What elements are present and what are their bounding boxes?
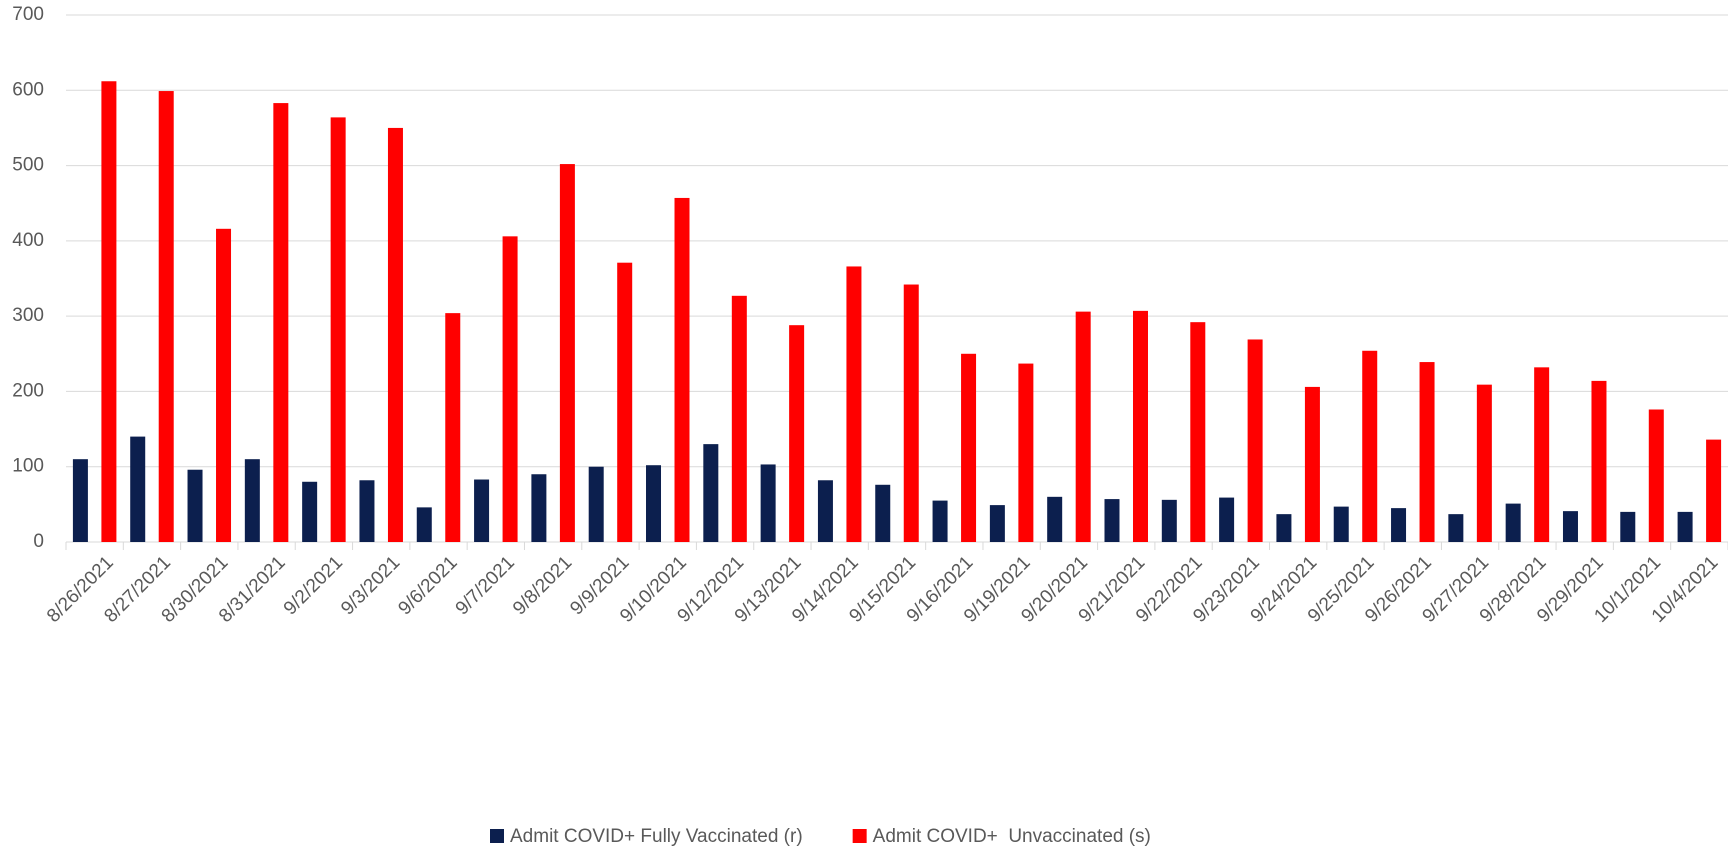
- bar: [1391, 508, 1407, 542]
- bar: [1534, 367, 1550, 542]
- bar: [130, 436, 146, 542]
- bar: [989, 505, 1005, 542]
- bar: [216, 228, 232, 542]
- bar: [416, 507, 432, 542]
- bar: [646, 465, 662, 542]
- y-tick-label: 0: [33, 531, 44, 552]
- bar: [1620, 511, 1636, 542]
- bar: [1476, 384, 1492, 542]
- bar: [187, 469, 203, 542]
- bar: [359, 480, 375, 542]
- y-tick-label: 400: [12, 230, 44, 251]
- bar: [1161, 499, 1177, 542]
- bar: [302, 481, 318, 542]
- bar: [1075, 311, 1091, 542]
- x-tick-label: 9/7/2021: [452, 552, 519, 619]
- bar: [1648, 409, 1664, 542]
- bar: [474, 479, 490, 542]
- y-tick-label: 300: [12, 305, 44, 326]
- bar: [1419, 362, 1435, 542]
- bar: [531, 474, 547, 542]
- bar: [1505, 503, 1521, 542]
- bar: [1362, 350, 1378, 542]
- bar: [445, 313, 461, 542]
- bar: [244, 459, 260, 542]
- legend-swatch: [490, 829, 504, 843]
- y-tick-label: 700: [12, 4, 44, 25]
- bar: [158, 91, 174, 542]
- bar: [72, 459, 88, 542]
- bar: [760, 464, 776, 542]
- bar: [1333, 506, 1349, 542]
- x-tick-label: 9/2/2021: [280, 552, 347, 619]
- bar: [502, 236, 518, 542]
- bar: [588, 466, 604, 542]
- bar: [846, 266, 862, 542]
- bar: [789, 325, 805, 542]
- x-tick-label: 9/8/2021: [509, 552, 576, 619]
- bar: [1706, 439, 1722, 542]
- legend-label: Admit COVID+ Fully Vaccinated (r): [510, 826, 803, 847]
- legend: Admit COVID+ Fully Vaccinated (r) Admit C…: [490, 826, 1151, 847]
- bar: [330, 117, 346, 542]
- bar: [1562, 511, 1578, 542]
- bar: [703, 444, 719, 542]
- x-tick-label: 9/6/2021: [394, 552, 461, 619]
- bar: [1591, 380, 1607, 542]
- bar: [961, 353, 977, 542]
- bar: [1047, 496, 1063, 542]
- bar: [101, 81, 117, 542]
- bar: [1304, 386, 1320, 542]
- bar: [1448, 514, 1464, 542]
- bar: [817, 480, 833, 542]
- bar: [674, 197, 690, 543]
- bar: [1104, 499, 1120, 542]
- y-tick-label: 200: [12, 380, 44, 401]
- bar: [1677, 511, 1693, 542]
- bar: [617, 262, 633, 542]
- bar: [387, 127, 403, 542]
- bar: [932, 500, 948, 542]
- legend-swatch: [852, 829, 867, 843]
- bar: [559, 164, 575, 542]
- bar: [1018, 363, 1034, 542]
- bar: [1276, 514, 1292, 542]
- bar: [273, 103, 289, 542]
- bar: [875, 484, 891, 542]
- bar: [1219, 497, 1235, 542]
- bar: [1132, 310, 1148, 542]
- y-tick-label: 600: [12, 79, 44, 100]
- x-tick-label: 9/3/2021: [337, 552, 404, 619]
- y-tick-label: 100: [12, 456, 44, 477]
- legend-label: Admit COVID+ Unvaccinated (s): [873, 826, 1151, 847]
- bar: [731, 295, 747, 542]
- y-tick-label: 500: [12, 155, 44, 176]
- bar: [1190, 322, 1206, 542]
- bar: [1247, 339, 1263, 542]
- bar: [903, 284, 919, 542]
